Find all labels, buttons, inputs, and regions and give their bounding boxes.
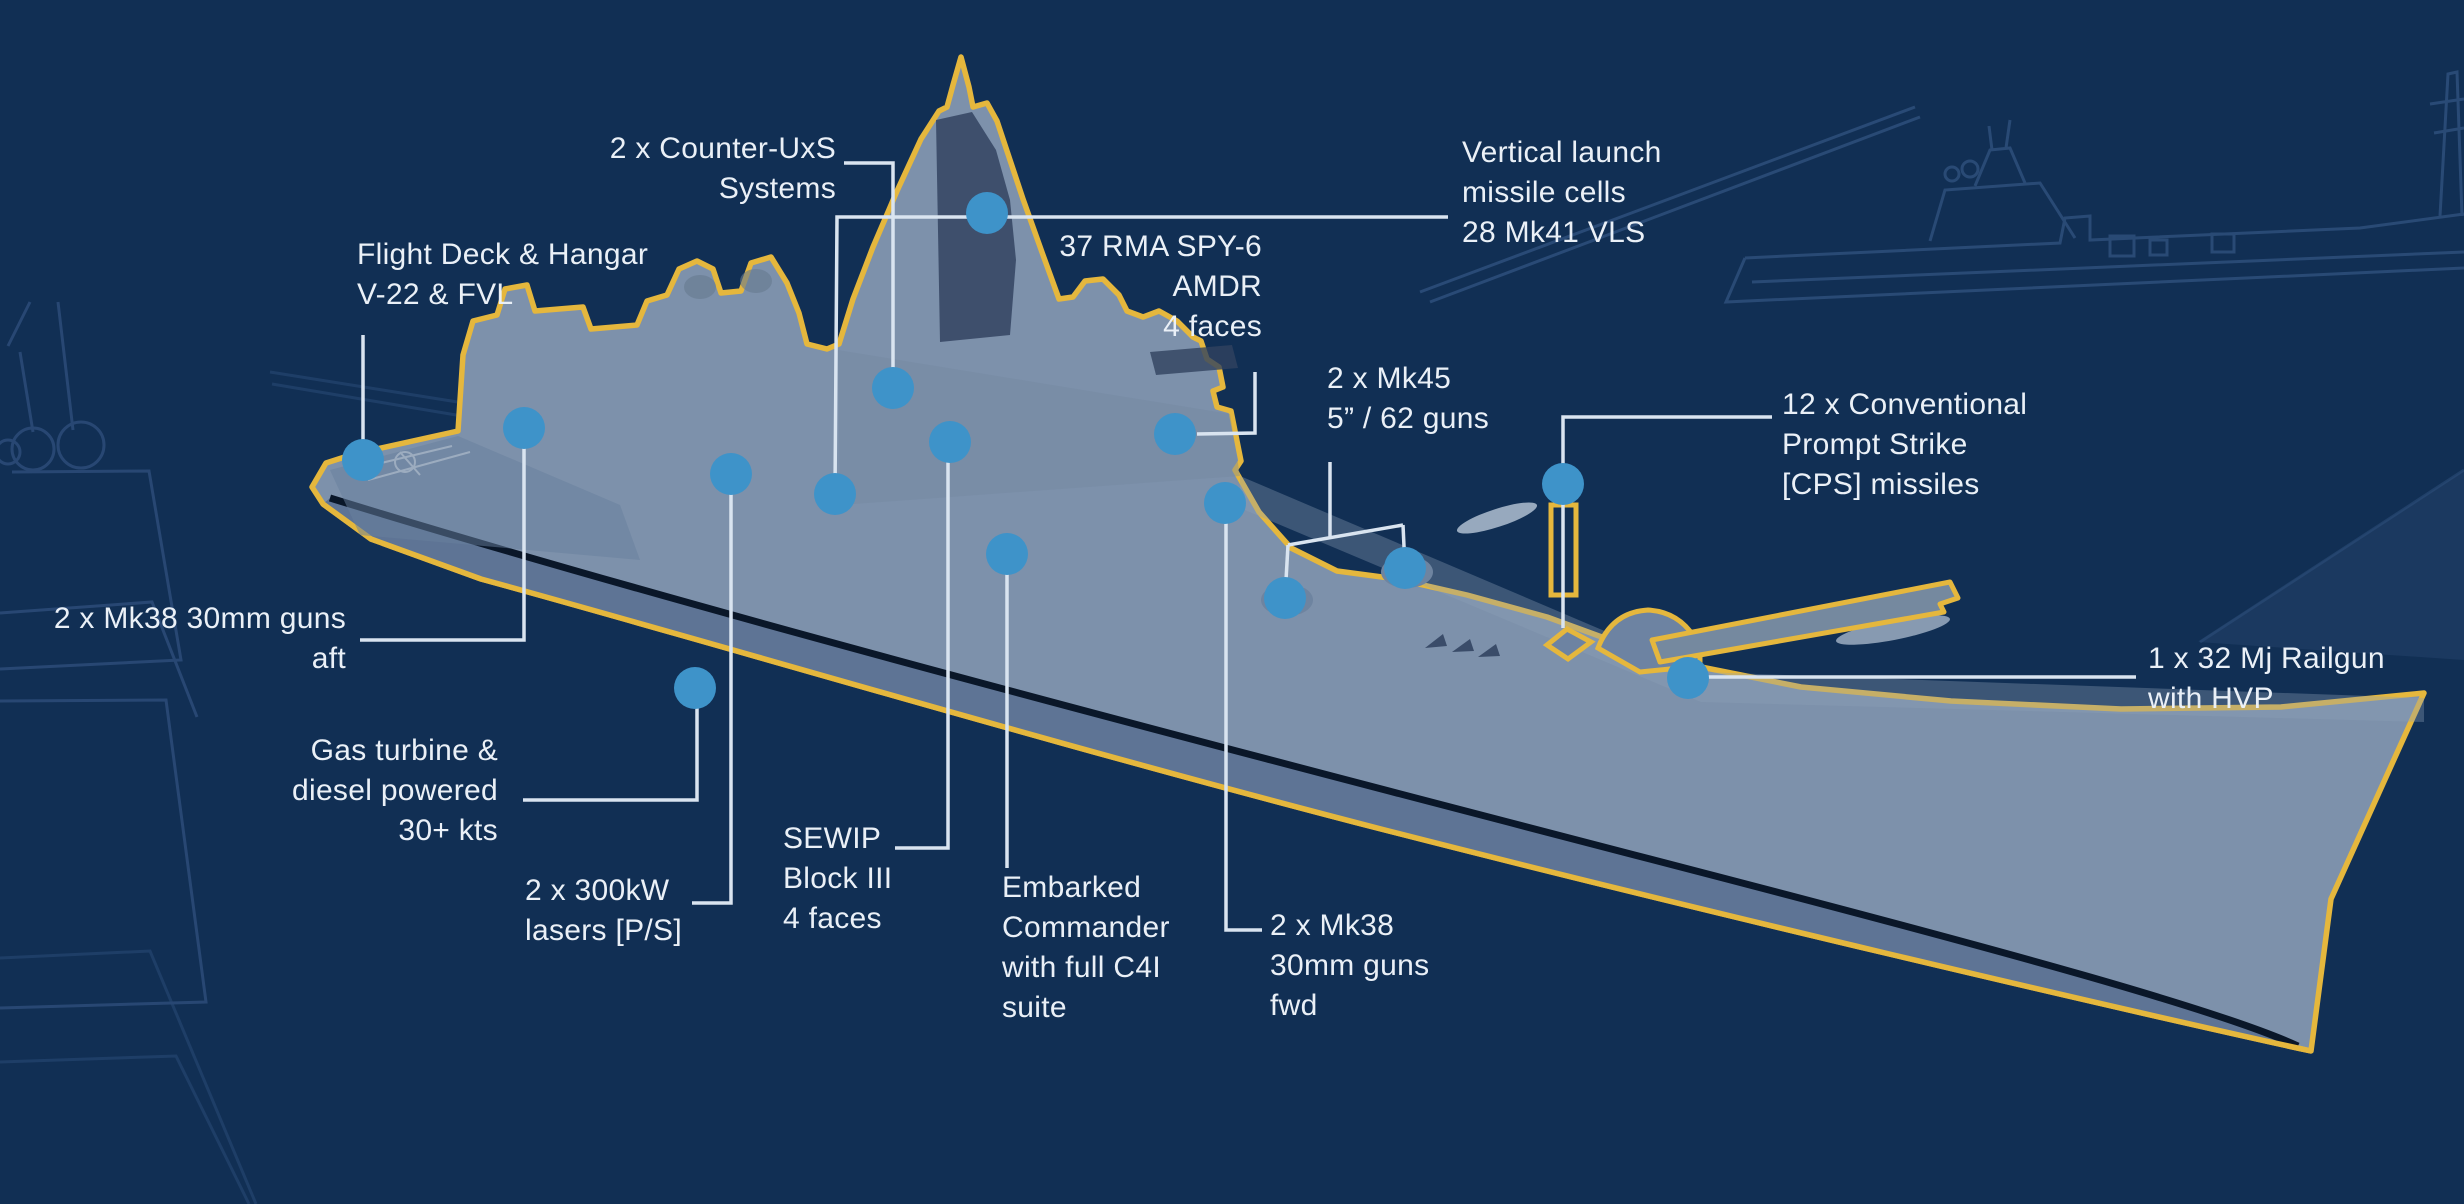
mk38-aft-marker-dot bbox=[503, 407, 545, 449]
background-ship-outline-top-right bbox=[1419, 70, 2464, 304]
callout-connectors bbox=[360, 161, 2136, 932]
main-ship bbox=[309, 54, 2427, 1054]
mk38-aft-connector-line bbox=[360, 428, 526, 642]
lasers-marker-dot bbox=[710, 453, 752, 495]
counter-uxs-marker-dot bbox=[966, 192, 1008, 234]
spy6-marker-dot bbox=[1154, 413, 1196, 455]
flight-deck-marker-dot bbox=[342, 439, 384, 481]
embarked-commander-marker-dot bbox=[986, 533, 1028, 575]
callout-markers bbox=[342, 192, 1709, 709]
cps-marker-dot bbox=[1542, 463, 1584, 505]
sewip-marker-dot bbox=[929, 421, 971, 463]
hull-bottom-outline bbox=[321, 501, 2312, 1054]
gas-turbine-connector-line bbox=[523, 688, 699, 802]
bow-deck-highlight bbox=[1240, 476, 2424, 722]
mk45-connector-line bbox=[1287, 523, 1404, 547]
railgun-barrel bbox=[1649, 579, 1961, 665]
deckhouse-shade bbox=[838, 350, 1240, 505]
vls-connector-line bbox=[833, 215, 1448, 495]
background-ship-outline-left bbox=[0, 301, 471, 1204]
mk45-marker-dot bbox=[1384, 547, 1426, 589]
deck-kite-outline bbox=[1542, 626, 1596, 663]
vls-marker-dot bbox=[814, 473, 856, 515]
mk45-marker-dot bbox=[1264, 577, 1306, 619]
railgun-marker-dot bbox=[1667, 657, 1709, 699]
mk38-fwd-marker-dot bbox=[1204, 482, 1246, 524]
deck-chevrons bbox=[1425, 634, 1500, 657]
vent-shade bbox=[740, 269, 772, 293]
antenna-blade bbox=[1456, 502, 1538, 534]
gas-turbine-marker-dot bbox=[674, 667, 716, 709]
spy6-connector-line bbox=[1196, 372, 1257, 436]
mk38-fwd-connector-line bbox=[1224, 507, 1262, 932]
waterline bbox=[328, 494, 2300, 1050]
antenna-blade bbox=[1836, 615, 1950, 645]
bridge-windows bbox=[1150, 345, 1238, 375]
background-bow-ghost-right bbox=[2198, 468, 2464, 660]
counter-uxs-connector-line bbox=[844, 161, 895, 388]
vent-shade bbox=[684, 275, 716, 299]
cps-connector-line bbox=[1561, 415, 1772, 628]
flight-deck-shade bbox=[330, 436, 640, 560]
lasers-connector-line bbox=[692, 474, 733, 905]
sewip-connector-line bbox=[895, 442, 950, 850]
counter-uxs-marker-dot bbox=[872, 367, 914, 409]
